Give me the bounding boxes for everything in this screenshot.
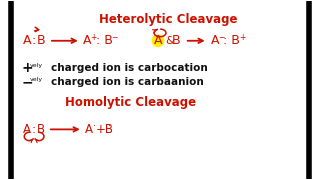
Text: B: B: [172, 34, 180, 47]
Text: : B: : B: [223, 34, 240, 47]
Text: B: B: [37, 123, 45, 136]
Text: ·: ·: [92, 122, 96, 131]
Text: Heterolytic Cleavage: Heterolytic Cleavage: [99, 13, 237, 26]
Text: +: +: [91, 33, 97, 42]
Text: A: A: [211, 34, 219, 47]
Text: +: +: [239, 33, 246, 42]
Ellipse shape: [152, 34, 164, 47]
FancyArrowPatch shape: [35, 27, 39, 32]
Text: A: A: [154, 34, 162, 47]
Text: ·: ·: [108, 122, 111, 131]
Text: : B: : B: [96, 34, 112, 47]
Text: +B: +B: [96, 123, 114, 136]
Text: :: :: [31, 123, 35, 136]
Text: A: A: [23, 123, 31, 136]
Text: −: −: [219, 33, 225, 42]
Text: &: &: [165, 36, 174, 46]
Text: vely: vely: [30, 63, 43, 68]
Text: vely: vely: [30, 77, 43, 82]
Text: Homolytic Cleavage: Homolytic Cleavage: [65, 96, 196, 109]
Text: charged ion is carbaanion: charged ion is carbaanion: [51, 77, 204, 87]
Text: A: A: [23, 34, 32, 47]
Text: A: A: [83, 34, 91, 47]
Text: A: A: [85, 123, 93, 136]
Text: −: −: [111, 33, 118, 42]
Text: charged ion is carbocation: charged ion is carbocation: [51, 63, 208, 73]
Text: B: B: [37, 34, 46, 47]
Text: +: +: [21, 61, 33, 75]
Text: −: −: [21, 75, 33, 89]
Text: :: :: [31, 34, 36, 47]
